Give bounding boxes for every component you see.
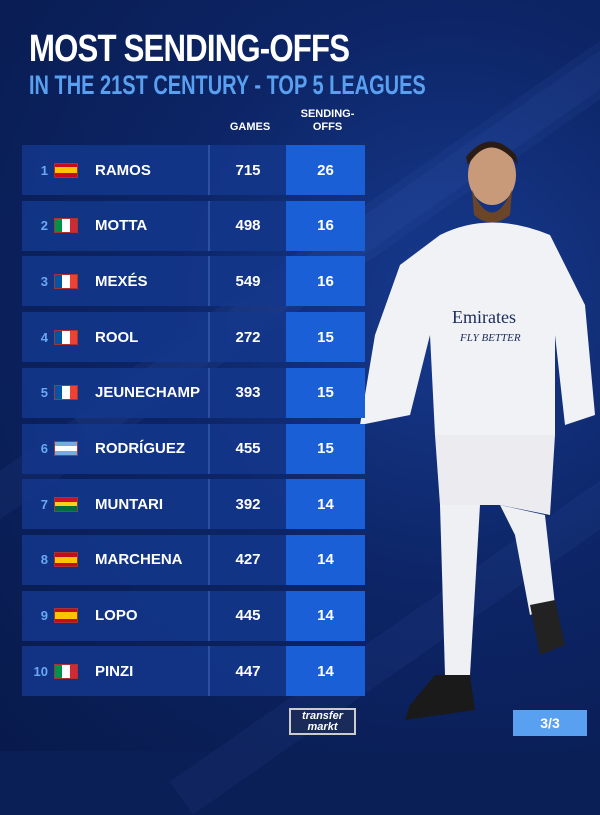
games-cell: 393 bbox=[210, 367, 286, 418]
sendoffs-cell: 15 bbox=[286, 423, 365, 474]
player-cell: 4 ROOL bbox=[22, 312, 210, 363]
rank: 9 bbox=[40, 608, 48, 624]
player-cell: 6 RODRÍGUEZ bbox=[22, 423, 210, 474]
player-name: JEUNECHAMP bbox=[95, 384, 201, 402]
logo-line1: transfer bbox=[302, 710, 343, 722]
page-indicator: 3/3 bbox=[513, 710, 587, 736]
player-cell: 2 MOTTA bbox=[22, 200, 210, 251]
flag-icon bbox=[54, 496, 78, 512]
column-header-sendoffs: SENDING- OFFS bbox=[288, 108, 367, 134]
table-row: 10 PINZI 447 14 bbox=[22, 646, 365, 697]
player-name: ROOL bbox=[95, 328, 139, 346]
page-subtitle: IN THE 21ST CENTURY - TOP 5 LEAGUES bbox=[29, 70, 426, 100]
column-header-games: GAMES bbox=[229, 121, 271, 133]
player-cell: 8 MARCHENA bbox=[22, 534, 210, 585]
rank: 7 bbox=[40, 496, 48, 512]
sendoffs-cell: 14 bbox=[286, 590, 365, 641]
sendoffs-cell: 14 bbox=[286, 646, 365, 697]
flag-icon bbox=[54, 385, 78, 401]
table-row: 8 MARCHENA 427 14 bbox=[22, 534, 365, 585]
player-photo: Emirates FLY BETTER bbox=[360, 141, 595, 720]
flag-icon bbox=[54, 273, 78, 289]
player-cell: 7 MUNTARI bbox=[22, 479, 210, 530]
games-cell: 715 bbox=[210, 145, 286, 195]
player-name: RAMOS bbox=[95, 161, 151, 179]
table-row: 7 MUNTARI 392 14 bbox=[22, 479, 365, 530]
player-name: MUNTARI bbox=[95, 495, 164, 513]
table-row: 2 MOTTA 498 16 bbox=[22, 200, 365, 251]
sendoffs-cell: 26 bbox=[286, 145, 365, 195]
rank: 10 bbox=[33, 663, 48, 679]
rank: 1 bbox=[40, 162, 48, 178]
games-cell: 272 bbox=[210, 312, 286, 363]
flag-icon bbox=[54, 162, 78, 178]
games-cell: 447 bbox=[210, 646, 286, 697]
sendoffs-cell: 14 bbox=[286, 534, 365, 585]
player-cell: 1 RAMOS bbox=[22, 145, 210, 195]
rank: 8 bbox=[40, 552, 48, 568]
shirt-sponsor: Emirates bbox=[452, 307, 516, 327]
sendoffs-cell: 14 bbox=[286, 479, 365, 530]
games-cell: 392 bbox=[210, 479, 286, 530]
table-row: 1 RAMOS 715 26 bbox=[22, 145, 365, 195]
player-cell: 9 LOPO bbox=[22, 590, 210, 641]
flag-icon bbox=[54, 441, 78, 456]
column-header-sendoffs-line2: OFFS bbox=[312, 121, 343, 133]
flag-icon bbox=[54, 329, 78, 345]
games-cell: 445 bbox=[210, 590, 286, 641]
games-cell: 549 bbox=[210, 256, 286, 307]
rank: 5 bbox=[40, 385, 48, 401]
player-cell: 10 PINZI bbox=[22, 646, 210, 697]
transfermarkt-logo: transfer markt bbox=[289, 708, 356, 735]
rank: 4 bbox=[40, 329, 48, 345]
table-row: 4 ROOL 272 15 bbox=[22, 312, 365, 363]
logo-line2: markt bbox=[307, 721, 338, 733]
games-cell: 455 bbox=[210, 423, 286, 474]
table-row: 3 MEXÉS 549 16 bbox=[22, 256, 365, 307]
player-name: MARCHENA bbox=[95, 551, 183, 569]
sendoffs-cell: 15 bbox=[286, 312, 365, 363]
player-name: PINZI bbox=[95, 662, 134, 680]
table-row: 9 LOPO 445 14 bbox=[22, 590, 365, 641]
player-name: MOTTA bbox=[95, 217, 148, 235]
rank: 2 bbox=[40, 218, 48, 234]
player-cell: 5 JEUNECHAMP bbox=[22, 367, 210, 418]
table-row: 5 JEUNECHAMP 393 15 bbox=[22, 367, 365, 418]
shirt-tagline: FLY BETTER bbox=[459, 332, 521, 344]
flag-icon bbox=[54, 218, 78, 234]
flag-icon bbox=[54, 608, 78, 624]
rank: 3 bbox=[40, 273, 48, 289]
flag-icon bbox=[54, 552, 78, 568]
sendoffs-cell: 16 bbox=[286, 256, 365, 307]
sendoffs-cell: 15 bbox=[286, 367, 365, 418]
sendoffs-cell: 16 bbox=[286, 200, 365, 251]
player-name: LOPO bbox=[95, 607, 138, 625]
games-cell: 498 bbox=[210, 200, 286, 251]
page-title: MOST SENDING-OFFS bbox=[29, 28, 350, 70]
rank: 6 bbox=[40, 441, 48, 456]
player-cell: 3 MEXÉS bbox=[22, 256, 210, 307]
player-name: RODRÍGUEZ bbox=[95, 440, 185, 457]
table-row: 6 RODRÍGUEZ 455 15 bbox=[22, 423, 365, 474]
player-name: MEXÉS bbox=[95, 272, 148, 290]
games-cell: 427 bbox=[210, 534, 286, 585]
column-header-sendoffs-line1: SENDING- bbox=[300, 108, 355, 120]
flag-icon bbox=[54, 663, 78, 679]
